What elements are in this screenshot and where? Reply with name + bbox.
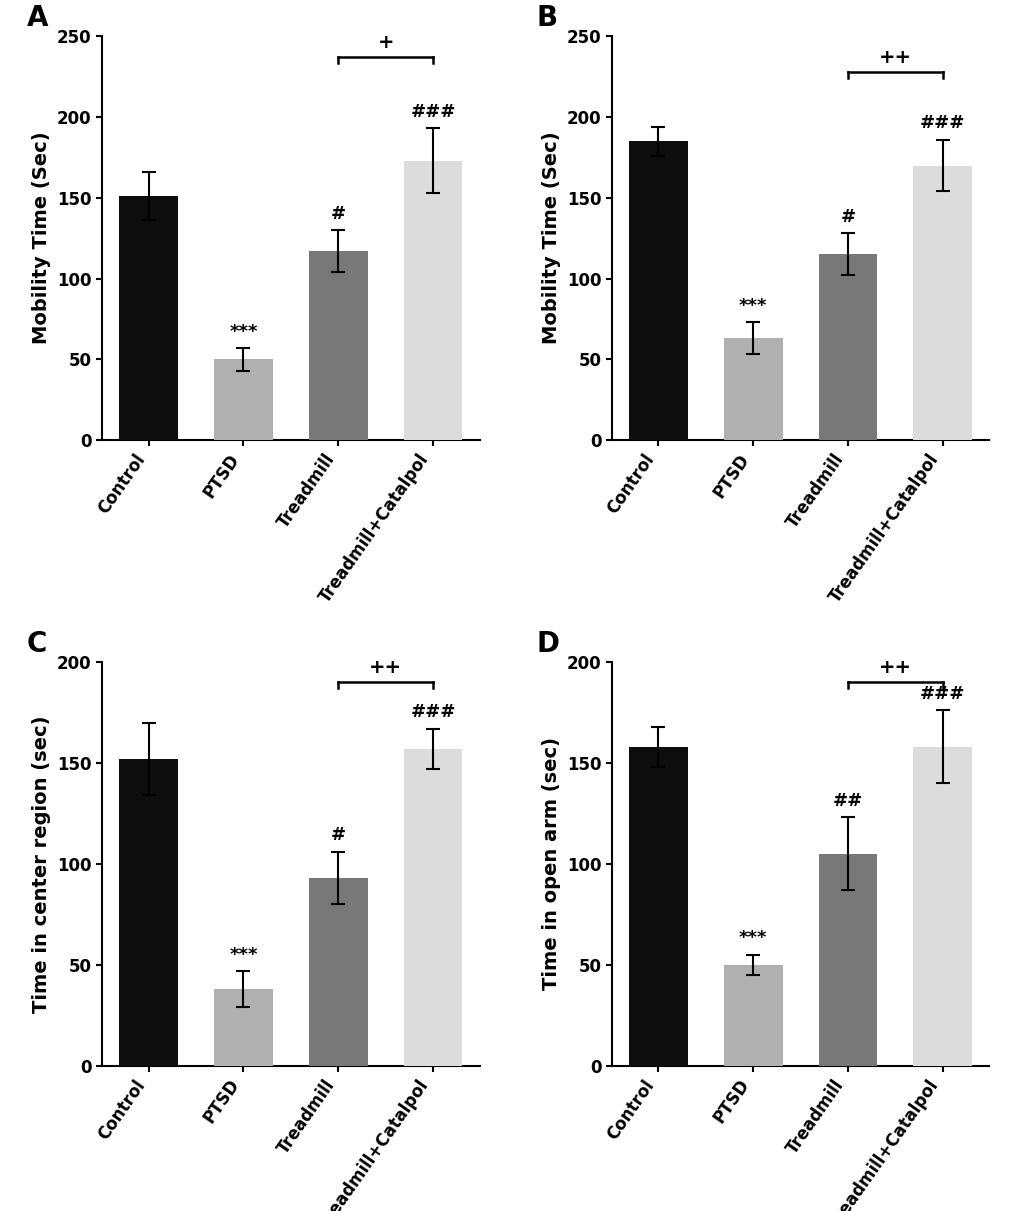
Text: #: # bbox=[330, 205, 345, 223]
Text: ###: ### bbox=[410, 704, 455, 722]
Text: A: A bbox=[26, 4, 48, 31]
Text: ++: ++ bbox=[369, 659, 401, 677]
Text: +: + bbox=[377, 34, 393, 52]
Bar bbox=[214, 989, 272, 1066]
Text: #: # bbox=[840, 208, 855, 226]
Text: ###: ### bbox=[410, 103, 455, 121]
Text: ###: ### bbox=[919, 685, 965, 704]
Y-axis label: Time in open arm (sec): Time in open arm (sec) bbox=[542, 737, 560, 991]
Y-axis label: Mobility Time (Sec): Mobility Time (Sec) bbox=[542, 132, 560, 344]
Bar bbox=[309, 878, 367, 1066]
Text: ###: ### bbox=[919, 114, 965, 132]
Bar bbox=[818, 254, 876, 440]
Text: ++: ++ bbox=[878, 48, 911, 67]
Bar bbox=[723, 965, 782, 1066]
Text: C: C bbox=[26, 630, 47, 658]
Bar bbox=[913, 166, 971, 440]
Bar bbox=[818, 854, 876, 1066]
Y-axis label: Mobility Time (Sec): Mobility Time (Sec) bbox=[33, 132, 51, 344]
Text: ##: ## bbox=[833, 792, 862, 810]
Text: ***: *** bbox=[229, 322, 258, 340]
Bar bbox=[629, 142, 687, 440]
Text: B: B bbox=[536, 4, 556, 31]
Bar bbox=[723, 338, 782, 440]
Bar bbox=[913, 747, 971, 1066]
Bar bbox=[309, 251, 367, 440]
Text: D: D bbox=[536, 630, 558, 658]
Y-axis label: Time in center region (sec): Time in center region (sec) bbox=[33, 716, 51, 1012]
Text: ***: *** bbox=[229, 946, 258, 964]
Text: ++: ++ bbox=[878, 659, 911, 677]
Text: #: # bbox=[330, 826, 345, 844]
Bar bbox=[629, 747, 687, 1066]
Text: ***: *** bbox=[738, 929, 766, 947]
Text: ***: *** bbox=[738, 297, 766, 315]
Bar bbox=[404, 161, 462, 440]
Bar bbox=[119, 196, 177, 440]
Bar bbox=[214, 360, 272, 440]
Bar bbox=[119, 759, 177, 1066]
Bar bbox=[404, 748, 462, 1066]
